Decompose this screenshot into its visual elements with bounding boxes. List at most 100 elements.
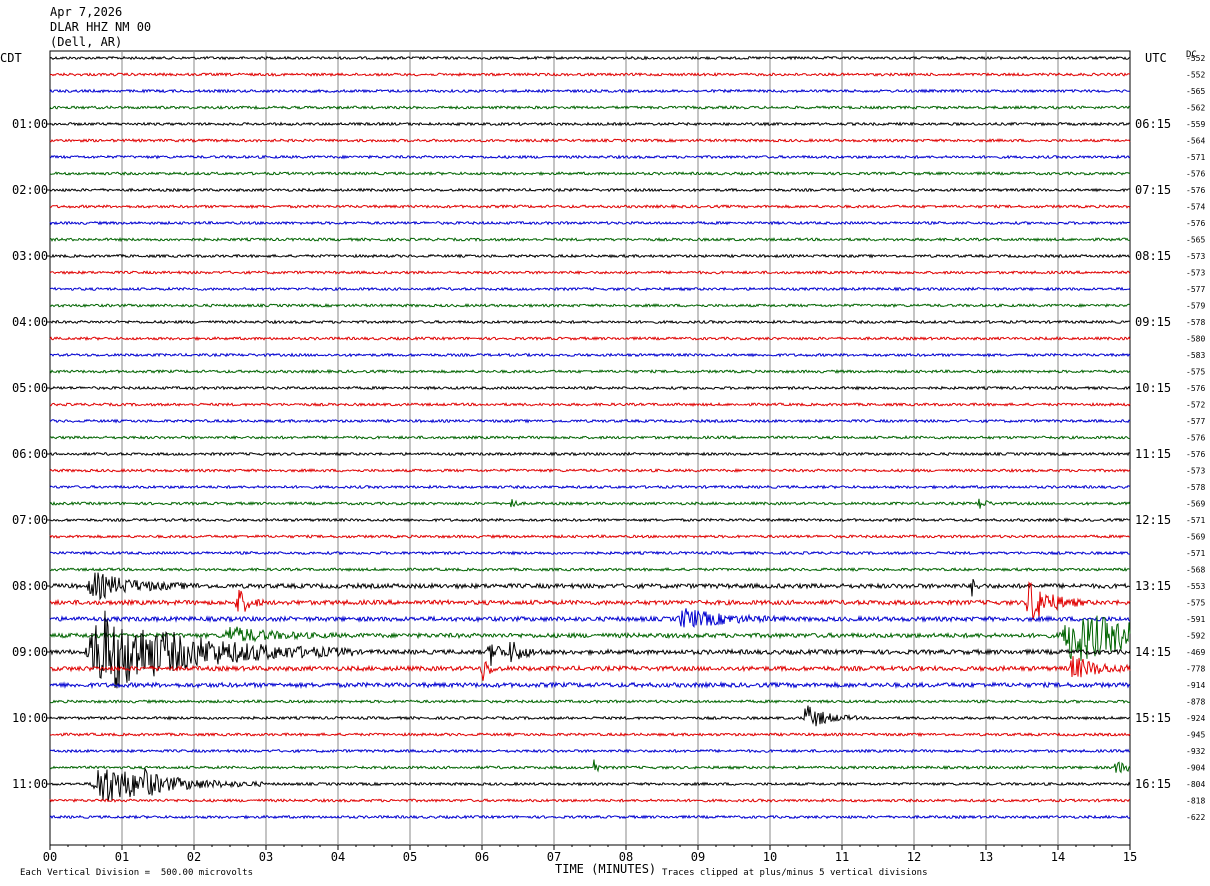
right-hour-label: 16:15 bbox=[1135, 777, 1171, 791]
dc-offset-label: -574 bbox=[1186, 203, 1205, 212]
dc-offset-label: -576 bbox=[1186, 450, 1205, 459]
x-tick-label: 01 bbox=[115, 850, 129, 864]
dc-offset-label: -569 bbox=[1186, 533, 1205, 542]
grid-lines bbox=[46, 50, 1131, 850]
trace-line bbox=[49, 104, 1131, 110]
left-hour-label: 11:00 bbox=[12, 777, 48, 791]
x-tick-label: 13 bbox=[979, 850, 993, 864]
trace-line bbox=[49, 748, 1131, 754]
trace-line bbox=[49, 768, 1131, 802]
trace-line bbox=[49, 615, 1131, 661]
dc-offset-label: -576 bbox=[1186, 170, 1205, 179]
x-tick-label: 04 bbox=[331, 850, 345, 864]
dc-offset-label: -577 bbox=[1186, 417, 1205, 426]
trace-line bbox=[49, 220, 1131, 226]
clip-note: Traces clipped at plus/minus 5 vertical … bbox=[662, 868, 928, 878]
trace-line bbox=[49, 335, 1131, 342]
left-zone-label: CDT bbox=[0, 51, 22, 65]
right-hour-label: 14:15 bbox=[1135, 645, 1171, 659]
x-tick-label: 09 bbox=[691, 850, 705, 864]
dc-offset-label: -575 bbox=[1186, 599, 1205, 608]
left-hour-label: 09:00 bbox=[12, 645, 48, 659]
trace-line bbox=[49, 187, 1131, 193]
trace-line bbox=[49, 121, 1131, 127]
trace-line bbox=[49, 468, 1131, 474]
trace-line bbox=[49, 418, 1131, 424]
dc-offset-label: -578 bbox=[1186, 483, 1205, 492]
right-zone-label: UTC bbox=[1145, 51, 1167, 65]
x-tick-label: 14 bbox=[1051, 850, 1065, 864]
dc-offset-label: -564 bbox=[1186, 137, 1205, 146]
trace-line bbox=[50, 253, 1131, 259]
x-tick-label: 02 bbox=[187, 850, 201, 864]
dc-offset-label: -580 bbox=[1186, 335, 1205, 344]
x-tick-label: 05 bbox=[403, 850, 417, 864]
dc-offset-label: -622 bbox=[1186, 813, 1205, 822]
trace-line bbox=[49, 608, 1131, 628]
dc-offset-label: -878 bbox=[1186, 698, 1205, 707]
x-tick-label: 12 bbox=[907, 850, 921, 864]
trace-line bbox=[49, 656, 1131, 681]
dc-label: DC bbox=[1186, 50, 1197, 60]
plot-frame bbox=[49, 50, 1131, 846]
trace-line bbox=[49, 498, 1131, 509]
trace-line bbox=[49, 681, 1131, 690]
dc-offset-label: -562 bbox=[1186, 104, 1205, 113]
right-hour-label: 12:15 bbox=[1135, 513, 1171, 527]
dc-offset-label: -575 bbox=[1186, 368, 1205, 377]
left-hour-label: 03:00 bbox=[12, 249, 48, 263]
trace-line bbox=[49, 581, 1131, 621]
right-hour-label: 09:15 bbox=[1135, 315, 1171, 329]
dc-offset-label: -572 bbox=[1186, 401, 1205, 410]
trace-line bbox=[49, 88, 1131, 94]
right-hour-label: 11:15 bbox=[1135, 447, 1171, 461]
x-tick-label: 11 bbox=[835, 850, 849, 864]
trace-line bbox=[49, 572, 1131, 601]
trace-line bbox=[49, 55, 1131, 61]
x-tick-label: 15 bbox=[1123, 850, 1137, 864]
dc-offset-label: -576 bbox=[1186, 384, 1205, 393]
trace-line bbox=[49, 698, 1131, 705]
dc-offset-label: -591 bbox=[1186, 615, 1205, 624]
dc-offset-label: -552 bbox=[1186, 54, 1205, 63]
right-hour-label: 15:15 bbox=[1135, 711, 1171, 725]
dc-offset-label: -577 bbox=[1186, 285, 1205, 294]
right-hour-label: 07:15 bbox=[1135, 183, 1171, 197]
trace-line bbox=[49, 303, 1131, 309]
dc-offset-label: -576 bbox=[1186, 219, 1205, 228]
dc-offset-label: -576 bbox=[1186, 434, 1205, 443]
dc-offset-label: -578 bbox=[1186, 318, 1205, 327]
trace-line bbox=[49, 203, 1131, 210]
trace-line bbox=[49, 731, 1131, 738]
right-hour-label: 06:15 bbox=[1135, 117, 1171, 131]
axis-labels: 00 01 02 03 04 05 06 07 08 09 10 11 12 13 14 15 -552 -552… bbox=[12, 54, 1205, 864]
station-label: DLAR HHZ NM 00 bbox=[50, 20, 152, 34]
left-hour-label: 08:00 bbox=[12, 579, 48, 593]
trace-line bbox=[49, 814, 1131, 820]
dc-offset-label: -469 bbox=[1186, 648, 1205, 657]
dc-offset-label: -583 bbox=[1186, 351, 1205, 360]
trace-line bbox=[49, 352, 1131, 358]
dc-offset-label: -565 bbox=[1186, 236, 1205, 245]
trace-line bbox=[49, 484, 1131, 490]
dc-offset-label: -945 bbox=[1186, 731, 1205, 740]
trace-line bbox=[49, 368, 1131, 375]
dc-offset-label: -569 bbox=[1186, 500, 1205, 509]
right-hour-label: 10:15 bbox=[1135, 381, 1171, 395]
trace-line bbox=[49, 236, 1131, 243]
trace-line bbox=[49, 566, 1131, 573]
dc-offset-label: -559 bbox=[1186, 120, 1205, 129]
dc-offset-label: -576 bbox=[1186, 186, 1205, 195]
dc-offset-label: -571 bbox=[1186, 549, 1205, 558]
location-label: (Dell, AR) bbox=[50, 35, 123, 49]
dc-offset-label: -573 bbox=[1186, 467, 1205, 476]
trace-line bbox=[49, 385, 1131, 391]
left-hour-label: 05:00 bbox=[12, 381, 48, 395]
trace-line bbox=[49, 533, 1131, 539]
dc-offset-label: -565 bbox=[1186, 87, 1205, 96]
trace-line bbox=[49, 435, 1131, 440]
dc-offset-label: -904 bbox=[1186, 764, 1205, 773]
trace-line bbox=[50, 517, 1131, 523]
dc-offset-label: -573 bbox=[1186, 269, 1205, 278]
dc-offset-label: -553 bbox=[1186, 582, 1205, 591]
